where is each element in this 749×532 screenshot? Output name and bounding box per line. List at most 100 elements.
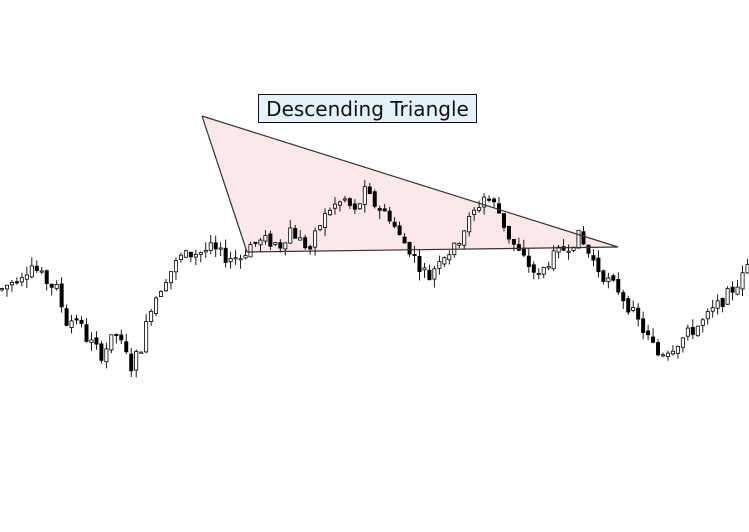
pattern-label: Descending Triangle [258, 94, 477, 123]
candle-body [193, 254, 198, 258]
candle-body [531, 264, 536, 273]
candle-body [447, 254, 452, 261]
candle-body [129, 353, 134, 372]
candle-body [467, 216, 472, 233]
candle-body [293, 228, 298, 239]
candle-body [382, 208, 387, 212]
candle-body [367, 186, 372, 194]
candle-body [89, 339, 94, 343]
candle-body [387, 210, 392, 222]
candle-body [407, 242, 412, 255]
candle-body [19, 277, 24, 283]
candle-body [492, 198, 497, 203]
candle-body [472, 209, 477, 215]
candle-body [144, 321, 149, 353]
candle-body [675, 346, 680, 354]
candle-body [402, 236, 407, 244]
candle-body [268, 233, 273, 247]
candle-body [44, 270, 49, 284]
candle-body [397, 225, 402, 236]
candle-body [154, 297, 159, 314]
candle-body [606, 277, 611, 282]
candle-body [313, 230, 318, 248]
candle-body [680, 337, 685, 348]
candle-body [457, 242, 462, 246]
candle-body [84, 324, 89, 342]
candle-body [541, 267, 546, 275]
candle-body [352, 203, 357, 210]
candle-body [661, 354, 666, 357]
candle-body [4, 284, 9, 290]
candle-body [323, 213, 328, 228]
candle-body [646, 330, 651, 336]
candle-body [437, 261, 442, 269]
candle-body [248, 244, 253, 258]
candle-body [581, 231, 586, 245]
candle-body [263, 235, 268, 242]
candle-body [745, 264, 749, 274]
candle-body [656, 342, 661, 356]
candle-body [357, 203, 362, 210]
candle-body [273, 242, 278, 245]
candle-body [258, 239, 263, 246]
candle-body [372, 191, 377, 207]
candle-body [665, 352, 670, 357]
candle-body [442, 257, 447, 265]
candle-body [611, 275, 616, 281]
candle-body [114, 333, 119, 336]
triangle-left-edge [201, 115, 248, 253]
candle-body [233, 257, 238, 260]
candle-body [14, 281, 19, 284]
candle-body [139, 351, 144, 354]
candle-body [392, 221, 397, 227]
candle-body [685, 327, 690, 337]
candle-body [54, 284, 59, 289]
candle-body [119, 334, 124, 341]
candle-body [94, 337, 99, 345]
candle-body [705, 311, 710, 320]
candle-body [576, 229, 581, 249]
candle-body [347, 198, 352, 206]
candle-body [616, 279, 621, 293]
candle-body [487, 198, 492, 201]
candle-body [636, 307, 641, 320]
candle-body [566, 250, 571, 253]
candle-body [551, 250, 556, 270]
candle-body [482, 196, 487, 208]
candle-body [99, 343, 104, 361]
candle-body [59, 283, 64, 308]
candle-body [173, 260, 178, 273]
candle-body [328, 209, 333, 216]
candle-body [79, 319, 84, 324]
candle-body [591, 255, 596, 261]
candle-body [29, 265, 34, 278]
candle-body [203, 249, 208, 253]
candle-body [715, 300, 720, 309]
candle-body [168, 271, 173, 284]
candle-body [601, 270, 606, 282]
candle-body [243, 255, 248, 259]
candle-body [69, 320, 74, 328]
candle-body [427, 269, 432, 281]
candle-body [298, 237, 303, 241]
candle-body [641, 318, 646, 333]
candle-body [725, 288, 730, 305]
candle-body [238, 258, 243, 261]
candle-body [218, 247, 223, 250]
candle-body [546, 265, 551, 269]
candle-body [586, 244, 591, 254]
candle-body [64, 308, 69, 326]
candle-body [0, 288, 4, 291]
candle-body [342, 198, 347, 201]
candle-body [183, 250, 188, 258]
candle-body [178, 254, 183, 260]
candle-body [631, 307, 636, 311]
candle-body [377, 208, 382, 211]
descending-triangle-area [202, 116, 618, 252]
candle-body [337, 201, 342, 206]
candle-body [501, 213, 506, 228]
candle-body [626, 298, 631, 313]
candle-body [39, 270, 44, 273]
candle-body [432, 268, 437, 280]
